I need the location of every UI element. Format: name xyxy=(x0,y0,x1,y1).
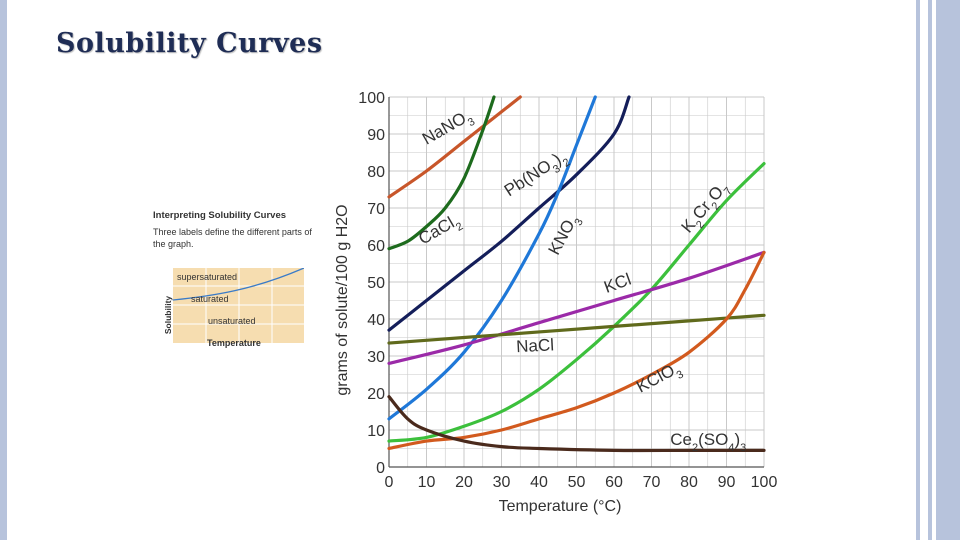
x-tick-label: 100 xyxy=(751,474,778,491)
y-tick-label: 60 xyxy=(367,238,385,255)
x-tick-label: 10 xyxy=(418,474,436,491)
x-tick-label: 40 xyxy=(530,474,548,491)
series-label-nacl: NaCl xyxy=(516,335,555,356)
y-tick-label: 100 xyxy=(358,90,385,107)
x-tick-label: 20 xyxy=(455,474,473,491)
x-tick-label: 50 xyxy=(568,474,586,491)
inset-description: Three labels define the different parts … xyxy=(153,227,312,249)
x-tick-label: 80 xyxy=(680,474,698,491)
y-axis-label: grams of solute/100 g H2O xyxy=(334,204,351,395)
right-frame-bar-3 xyxy=(936,0,960,540)
x-tick-label: 0 xyxy=(385,474,394,491)
y-tick-label: 0 xyxy=(376,460,385,477)
x-tick-label: 70 xyxy=(643,474,661,491)
inset-zone-supersaturated: supersaturated xyxy=(177,272,238,282)
inset-graph-svg xyxy=(173,268,304,343)
inset-figure: Interpreting Solubility Curves Three lab… xyxy=(153,210,328,355)
series-line-kno3 xyxy=(387,95,597,421)
x-tick-label: 30 xyxy=(493,474,511,491)
series-line-pb-no3-2 xyxy=(387,95,631,332)
y-tick-label: 80 xyxy=(367,164,385,181)
x-axis-label: Temperature (°C) xyxy=(499,498,622,515)
series-line-ce2-so4-3 xyxy=(387,395,766,453)
inset-graph: supersaturated saturated unsaturated xyxy=(173,268,304,343)
y-tick-label: 50 xyxy=(367,275,385,292)
chart-series xyxy=(387,95,766,453)
slide-title: Solubility Curves xyxy=(56,28,323,59)
x-tick-label: 60 xyxy=(605,474,623,491)
right-frame-bar-1 xyxy=(916,0,920,540)
series-line-k2cr2o7 xyxy=(387,162,766,443)
right-frame-bar-2 xyxy=(928,0,932,540)
inset-zone-unsaturated: unsaturated xyxy=(208,316,256,326)
y-tick-label: 30 xyxy=(367,349,385,366)
inset-title: Interpreting Solubility Curves xyxy=(153,210,287,221)
chart-ticks: 0 10 20 30 40 50 60 70 80 90 100 0 10 20 30 40 50 60 70 80 9… xyxy=(358,90,777,491)
series-line-kcl xyxy=(387,250,766,365)
series-line-cacl2 xyxy=(387,95,496,251)
inset-solubility-curve xyxy=(173,268,304,301)
chart-grid xyxy=(388,96,765,468)
y-tick-label: 90 xyxy=(367,127,385,144)
y-tick-label: 10 xyxy=(367,423,385,440)
series-line-kclo3 xyxy=(387,250,766,451)
left-frame-bar xyxy=(0,0,7,540)
y-tick-label: 20 xyxy=(367,386,385,403)
y-tick-label: 40 xyxy=(367,312,385,329)
y-tick-label: 70 xyxy=(367,201,385,218)
inset-zone-saturated: saturated xyxy=(191,294,229,304)
series-line-nano3 xyxy=(387,95,522,199)
x-tick-label: 90 xyxy=(718,474,736,491)
series-line-nacl xyxy=(387,313,766,345)
inset-x-axis-label: Temperature xyxy=(207,338,261,348)
